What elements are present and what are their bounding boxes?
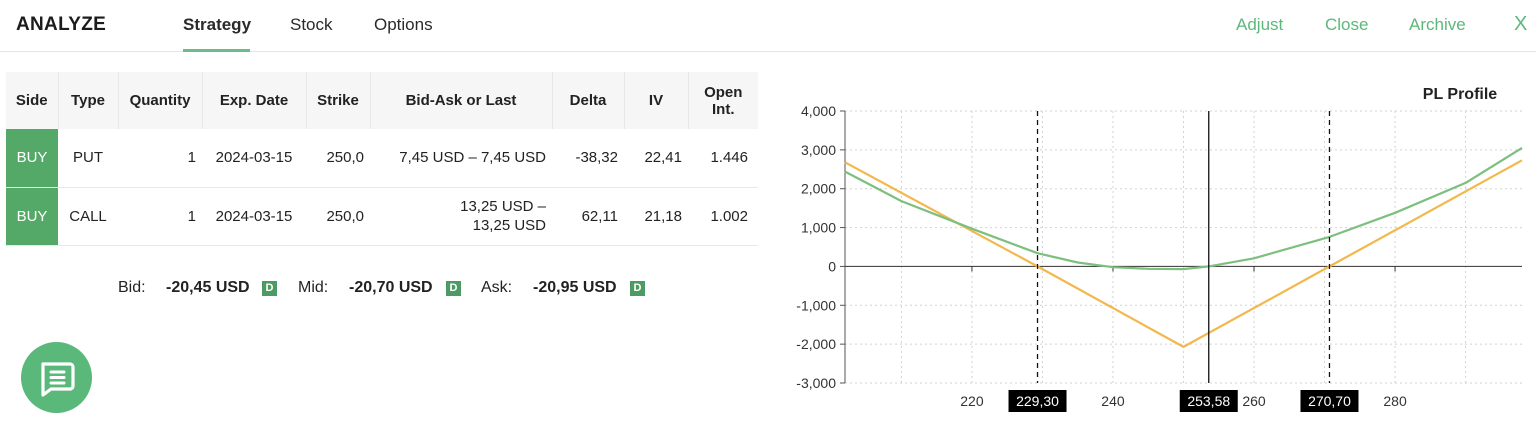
pl-today-line: [844, 146, 1523, 271]
marker-label: 253,58: [1187, 393, 1230, 409]
col-side: Side: [6, 72, 59, 129]
cell-strike: 250,0: [326, 149, 364, 167]
page-title: ANALYZE: [16, 14, 107, 35]
table-row[interactable]: BUY PUT 1 2024-03-15 250,0 7,45 USD – 7,…: [6, 129, 758, 187]
marker-label-box: [1179, 390, 1238, 412]
side-badge: BUY: [6, 187, 58, 245]
cell-type: PUT: [73, 149, 103, 167]
cell-delta: 62,11: [581, 207, 618, 225]
cell-exp-date: 2024-03-15: [215, 207, 293, 225]
top-bar: ANALYZE Strategy Stock Options Adjust Cl…: [0, 0, 1536, 52]
col-type: Type: [58, 72, 119, 129]
cell-bid-ask: 7,45 USD – 7,45 USD: [399, 149, 546, 167]
marker-label-box: [1008, 390, 1067, 412]
d-badge: D: [630, 281, 645, 296]
mid-value: -20,70 USD: [349, 279, 433, 296]
x-tick-label: 240: [1101, 393, 1125, 409]
adjust-button[interactable]: Adjust: [1236, 15, 1284, 34]
tab-strategy[interactable]: Strategy: [183, 15, 252, 34]
cell-quantity: 1: [187, 149, 196, 167]
archive-button[interactable]: Archive: [1409, 15, 1466, 34]
active-tab-indicator: [183, 49, 250, 52]
ask-value: -20,95 USD: [533, 279, 617, 296]
chat-icon: [41, 362, 75, 397]
cell-open-int: 1.002: [710, 207, 748, 225]
cell-strike: 250,0: [326, 207, 364, 225]
x-tick-label: 260: [1242, 393, 1266, 409]
marker-label-box: [1300, 390, 1359, 412]
tab-stock[interactable]: Stock: [290, 15, 333, 34]
col-bid-ask: Bid-Ask or Last: [370, 72, 553, 129]
cell-delta: -38,32: [575, 149, 618, 167]
side-badge: BUY: [6, 129, 58, 187]
table-header-row: Side Type Quantity Exp. Date Strike Bid-…: [6, 72, 758, 129]
col-strike: Strike: [306, 72, 371, 129]
y-tick-label: 1,000: [801, 220, 836, 236]
d-badge: D: [446, 281, 461, 296]
cell-iv: 21,18: [644, 207, 682, 225]
cell-exp-date: 2024-03-15: [215, 149, 293, 167]
marker-label: 270,70: [1308, 393, 1351, 409]
marker-label: 229,30: [1016, 393, 1059, 409]
col-quantity: Quantity: [118, 72, 203, 129]
y-tick-label: 4,000: [801, 103, 836, 119]
legs-table: Side Type Quantity Exp. Date Strike Bid-…: [6, 72, 758, 246]
chart-title: PL Profile: [1422, 86, 1498, 103]
mid-label: Mid:: [298, 279, 329, 296]
cell-bid-ask: 13,25 USD – 13,25 USD: [460, 198, 546, 234]
col-exp-date: Exp. Date: [202, 72, 307, 129]
cell-quantity: 1: [187, 207, 196, 225]
cell-type: CALL: [69, 207, 107, 225]
pl-expiration-line: [844, 159, 1523, 348]
table-row[interactable]: BUY CALL 1 2024-03-15 250,0 13,25 USD – …: [6, 187, 758, 245]
col-delta: Delta: [552, 72, 625, 129]
y-tick-label: 3,000: [801, 142, 836, 158]
col-open-int: Open Int.: [704, 83, 743, 118]
ask-label: Ask:: [481, 279, 513, 296]
x-tick-label: 280: [1383, 393, 1407, 409]
d-badge: D: [262, 281, 277, 296]
y-tick-label: 2,000: [801, 181, 836, 197]
y-tick-label: -3,000: [796, 375, 836, 391]
col-iv: IV: [624, 72, 689, 129]
y-tick-label: -2,000: [796, 336, 836, 352]
x-tick-label: 220: [960, 393, 984, 409]
bid-value: -20,45 USD: [166, 279, 250, 296]
y-tick-label: -1,000: [796, 297, 836, 313]
tab-options[interactable]: Options: [374, 15, 433, 34]
chat-button[interactable]: [21, 342, 92, 413]
cell-iv: 22,41: [644, 149, 682, 167]
cell-open-int: 1.446: [710, 149, 748, 167]
close-position-button[interactable]: Close: [1325, 15, 1369, 34]
bid-label: Bid:: [118, 279, 146, 296]
close-icon[interactable]: X: [1514, 13, 1528, 35]
y-tick-label: 0: [828, 258, 836, 274]
